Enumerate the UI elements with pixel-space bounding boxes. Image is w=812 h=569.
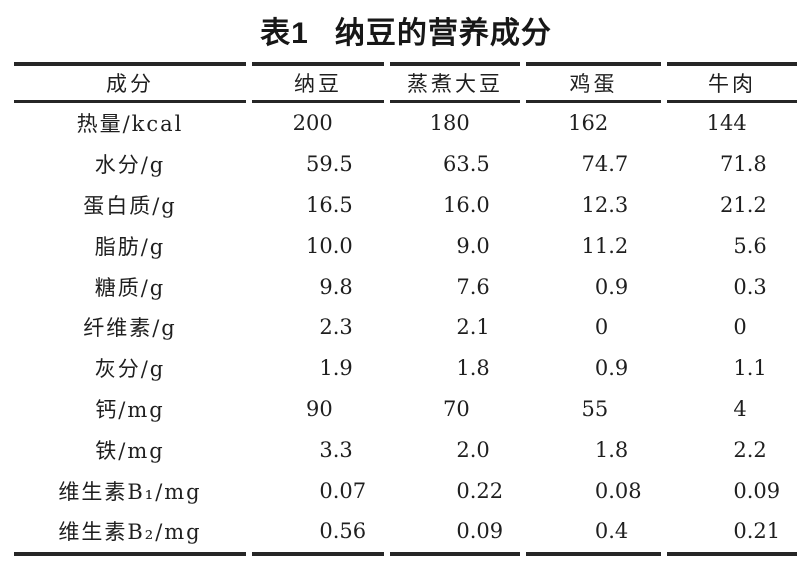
value-cell: 2.3	[319, 315, 353, 340]
value-cell: 1.1	[733, 356, 767, 381]
value-cell: 200	[292, 111, 333, 136]
value-cell: 0.9	[594, 274, 629, 299]
value-cell: 0.07	[319, 478, 367, 503]
table-caption-number: 表1	[260, 17, 309, 50]
value-cell: 4	[733, 396, 747, 421]
value-cell: 16.0	[442, 192, 490, 217]
row-label: 脂肪/g	[94, 234, 166, 259]
column-header-component: 成分	[14, 62, 246, 103]
value-cell: 2.0	[456, 437, 490, 462]
value-cell: 11.2	[581, 233, 629, 258]
table-row: 纤维素/g 2.3 2.1 0 0	[14, 307, 797, 348]
value-cell: 70	[442, 396, 470, 421]
value-cell: 21.2	[719, 192, 767, 217]
table-row: 蛋白质/g 16.5 16.0 12.3 21.2	[14, 185, 797, 226]
value-cell: 2.2	[733, 437, 767, 462]
value-cell: 0	[594, 315, 609, 340]
table-row: 维生素B₁/mg 0.07 0.22 0.08 0.09	[14, 470, 797, 511]
row-label: 糖质/g	[94, 275, 166, 300]
value-cell: 55	[581, 396, 609, 421]
row-label: 热量/kcal	[76, 112, 184, 137]
value-cell: 9.8	[319, 274, 353, 299]
value-cell: 144	[706, 111, 747, 136]
value-cell: 1.9	[319, 356, 353, 381]
row-label: 维生素B₂/mg	[14, 511, 246, 556]
column-header-beef: 牛肉	[667, 62, 797, 103]
value-cell: 0.22	[456, 478, 504, 503]
value-cell: 7.6	[456, 274, 490, 299]
value-cell: 63.5	[442, 152, 490, 177]
table-row: 糖质/g 9.8 7.6 0.9 0.3	[14, 266, 797, 307]
value-cell: 0.21	[667, 511, 797, 556]
table-caption-title: 纳豆的营养成分	[334, 17, 552, 50]
value-cell: 180	[429, 111, 470, 136]
value-cell: 162	[568, 111, 609, 136]
value-cell: 10.0	[305, 233, 353, 258]
value-cell: 0.08	[594, 478, 642, 503]
value-cell: 5.6	[733, 233, 767, 258]
table-row: 铁/mg 3.3 2.0 1.8 2.2	[14, 429, 797, 470]
column-header-egg: 鸡蛋	[526, 62, 661, 103]
table-body: 热量/kcal 200 180 162 144 水分/g 59.5 63.5 74.7 71.8 蛋…	[14, 103, 797, 556]
value-cell: 71.8	[719, 152, 767, 177]
nutrition-table: 成分 纳豆 蒸煮大豆 鸡蛋 牛肉 热量/kcal 200 180 162 144 水分/g…	[8, 62, 803, 556]
row-label: 蛋白质/g	[83, 193, 177, 218]
row-label: 钙/mg	[95, 397, 165, 422]
value-cell: 12.3	[581, 192, 629, 217]
row-label: 水分/g	[94, 153, 166, 178]
value-cell: 90	[305, 396, 333, 421]
table-row: 维生素B₂/mg 0.56 0.09 0.4 0.21	[14, 511, 797, 556]
table-row: 水分/g 59.5 63.5 74.7 71.8	[14, 144, 797, 185]
value-cell: 9.0	[456, 233, 490, 258]
value-cell: 0.4	[526, 511, 661, 556]
value-cell: 0.9	[594, 356, 629, 381]
row-label: 纤维素/g	[83, 316, 177, 341]
value-cell: 0.09	[733, 478, 781, 503]
table-row: 脂肪/g 10.0 9.0 11.2 5.6	[14, 225, 797, 266]
table-caption: 表1 纳豆的营养成分	[0, 8, 812, 52]
value-cell: 0.09	[390, 511, 520, 556]
row-label: 铁/mg	[95, 438, 165, 463]
column-header-steamed-soybean: 蒸煮大豆	[390, 62, 520, 103]
row-label: 灰分/g	[94, 357, 166, 382]
value-cell: 16.5	[305, 192, 353, 217]
value-cell: 0	[733, 315, 747, 340]
value-cell: 1.8	[594, 437, 629, 462]
table-row: 钙/mg 90 70 55 4	[14, 389, 797, 430]
header-row: 成分 纳豆 蒸煮大豆 鸡蛋 牛肉	[14, 62, 797, 103]
column-header-natto: 纳豆	[252, 62, 384, 103]
row-label: 维生素B₁/mg	[58, 479, 202, 504]
value-cell: 0.3	[733, 274, 767, 299]
value-cell: 74.7	[581, 152, 629, 177]
value-cell: 0.56	[252, 511, 384, 556]
value-cell: 2.1	[456, 315, 490, 340]
value-cell: 3.3	[319, 437, 353, 462]
table-row: 热量/kcal 200 180 162 144	[14, 103, 797, 144]
table-row: 灰分/g 1.9 1.8 0.9 1.1	[14, 348, 797, 389]
value-cell: 59.5	[305, 152, 353, 177]
value-cell: 1.8	[456, 356, 490, 381]
